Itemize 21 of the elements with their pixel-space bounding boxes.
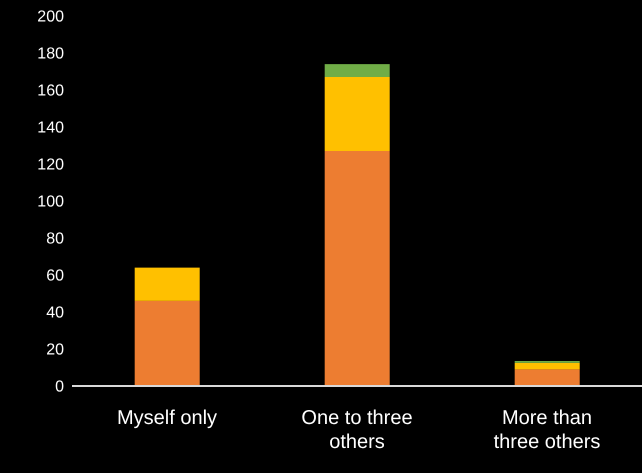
- y-tick-label: 140: [37, 120, 64, 137]
- y-tick-label: 100: [37, 194, 64, 211]
- x-tick-label: More than three others: [494, 407, 600, 453]
- y-tick-label: 180: [37, 46, 64, 63]
- y-tick-label: 40: [46, 304, 64, 322]
- bar: [134, 300, 200, 386]
- bar: [514, 362, 580, 370]
- y-tick-label: 200: [37, 8, 64, 26]
- bar: [134, 268, 200, 301]
- y-tick-label: 20: [46, 342, 64, 359]
- y-tick-label: 60: [46, 268, 64, 285]
- bar: [324, 77, 390, 152]
- x-tick-label: One to three others: [301, 407, 413, 453]
- y-tick-label: 80: [46, 230, 64, 248]
- bar: [514, 369, 580, 386]
- y-tick-label: 120: [37, 156, 64, 174]
- x-tick-label: Myself only: [116, 407, 218, 429]
- y-tick-label: 160: [37, 82, 64, 100]
- bar: [324, 151, 390, 386]
- bar: [324, 64, 390, 78]
- y-tick-label: 0: [55, 378, 64, 396]
